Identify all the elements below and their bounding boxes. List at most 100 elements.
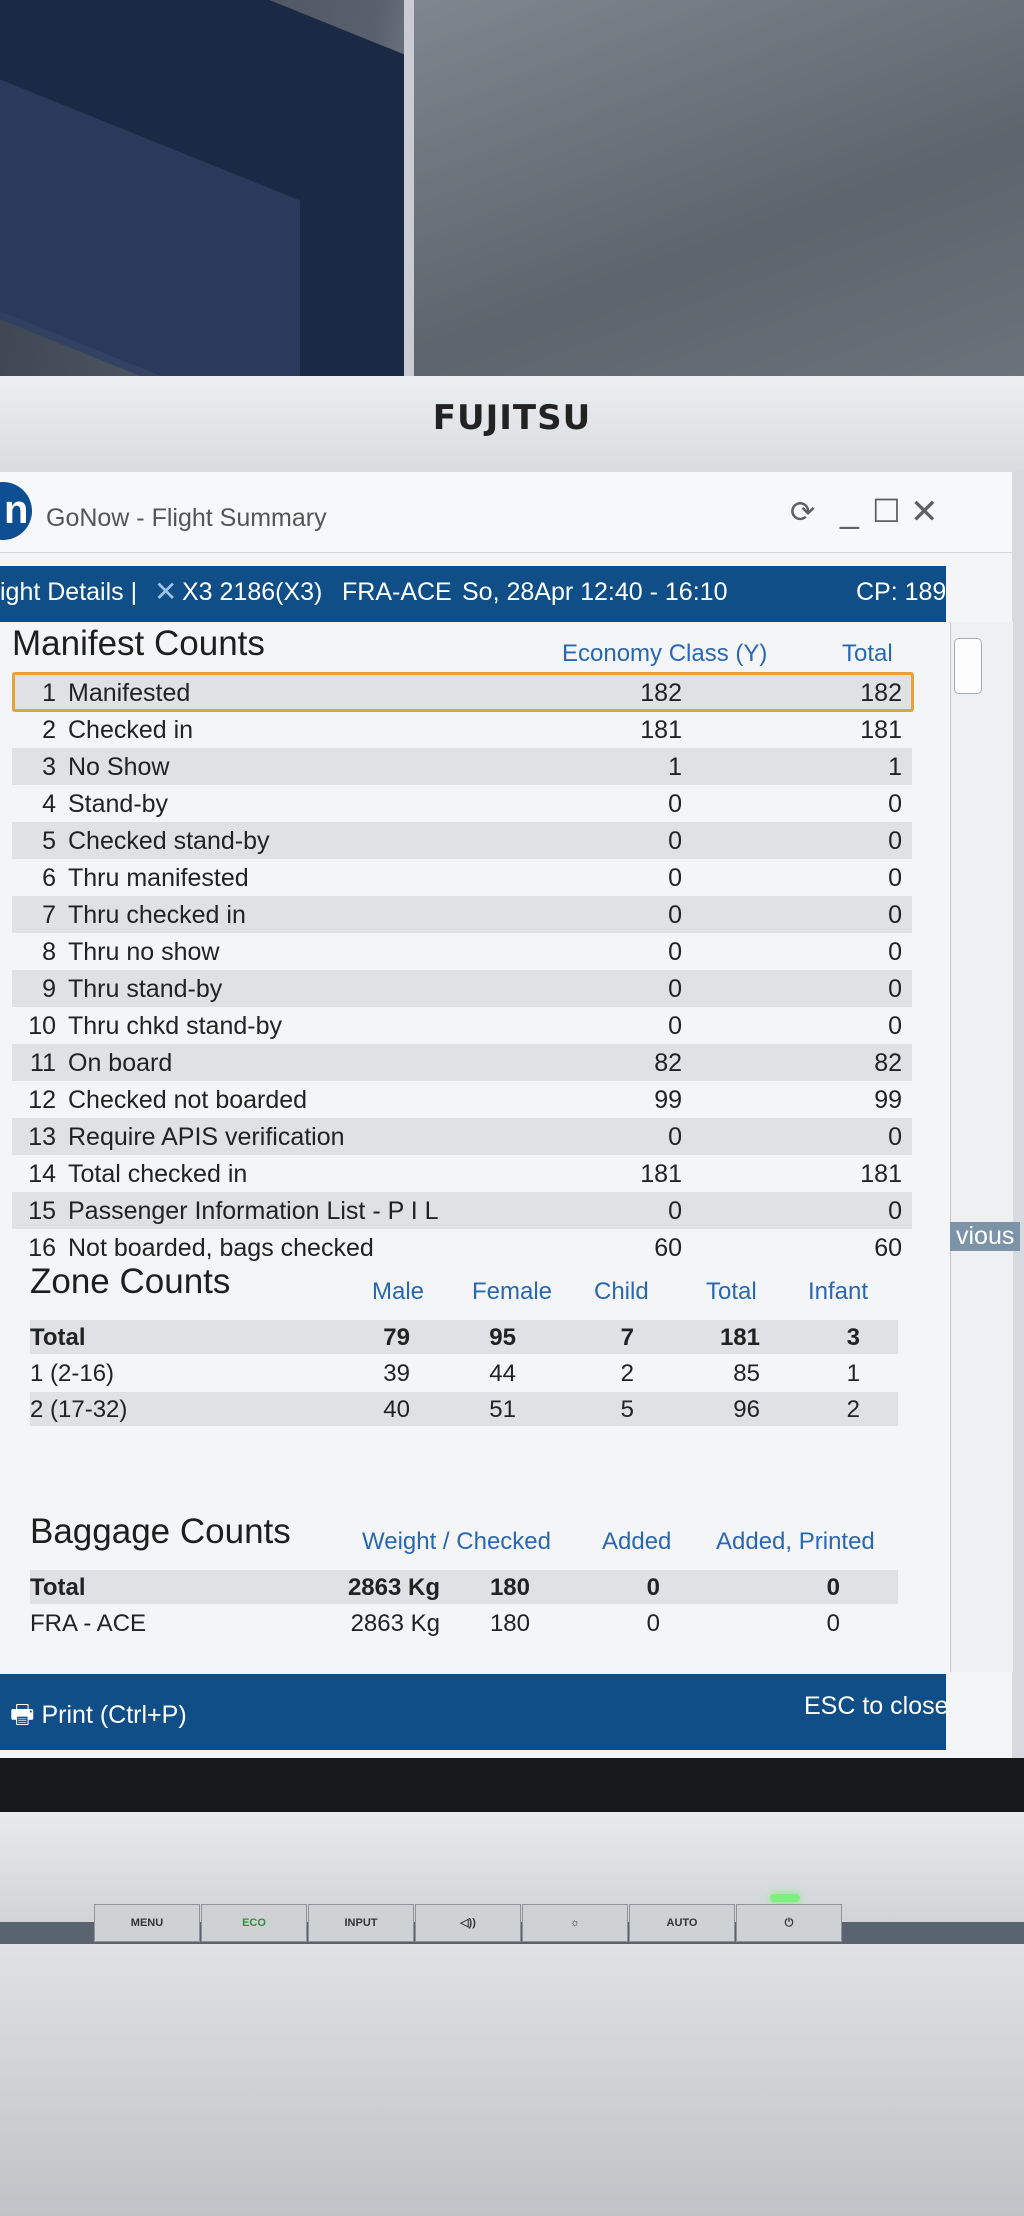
window-title: GoNow - Flight Summary [46, 504, 327, 532]
economy-count: 1 [668, 753, 682, 781]
print-button[interactable]: 🖶 Print (Ctrl+P) [10, 1696, 187, 1740]
male-count: 79 [383, 1324, 410, 1351]
economy-count: 181 [640, 716, 682, 744]
male-count: 40 [383, 1396, 410, 1423]
economy-count: 0 [668, 1197, 682, 1225]
row-number: 15 [28, 1197, 56, 1225]
monitor-button-2[interactable]: INPUT [308, 1904, 414, 1942]
monitor-button-0[interactable]: MENU [94, 1904, 200, 1942]
female-count: 44 [489, 1360, 516, 1387]
zone-counts-title: Zone Counts [30, 1262, 231, 1301]
row-number: 1 [42, 679, 56, 707]
economy-count: 82 [654, 1049, 682, 1077]
baggage-added-printed: 0 [826, 1610, 840, 1637]
row-label: Thru no show [68, 938, 220, 966]
row-number: 16 [28, 1234, 56, 1262]
total-count: 181 [860, 1160, 902, 1188]
manifest-row[interactable]: 6 Thru manifested 0 0 [12, 859, 912, 896]
monitor-button-3[interactable]: ◁)) [415, 1904, 521, 1942]
row-number: 11 [30, 1049, 56, 1077]
zone-label: 1 (2-16) [30, 1360, 115, 1387]
zone-label: Total [30, 1324, 86, 1351]
weight-checked-header: Weight / Checked [362, 1528, 551, 1555]
total-count: 0 [888, 938, 902, 966]
row-label: Thru chkd stand-by [68, 1012, 282, 1040]
monitor-button-1[interactable]: ECO [201, 1904, 307, 1942]
row-label: On board [68, 1049, 173, 1077]
zone-label: 2 (17-32) [30, 1396, 128, 1423]
baggage-row: Total 2863 Kg 180 0 0 [30, 1570, 898, 1604]
manifest-row[interactable]: 9 Thru stand-by 0 0 [12, 970, 912, 1007]
refresh-icon[interactable]: ⟳ [790, 496, 816, 529]
baggage-weight: 2863 Kg [350, 1610, 440, 1637]
zone-male-header: Male [372, 1278, 425, 1305]
close-icon[interactable]: ✕ [910, 493, 939, 531]
brand-logo: FUJITSU [432, 398, 592, 438]
child-count: 2 [620, 1360, 634, 1387]
row-number: 7 [42, 901, 56, 929]
manifest-row[interactable]: 1 Manifested 182 182 [12, 674, 912, 711]
row-number: 14 [28, 1160, 56, 1188]
manifest-row[interactable]: 4 Stand-by 0 0 [12, 785, 912, 822]
esc-close-hint[interactable]: ESC to close [804, 1692, 949, 1720]
monitor-button-5[interactable]: AUTO [629, 1904, 735, 1942]
row-label: Thru manifested [68, 864, 249, 892]
total-count: 0 [888, 901, 902, 929]
zone-total-count: 181 [719, 1324, 760, 1351]
row-label: Checked not boarded [68, 1086, 308, 1114]
row-number: 10 [28, 1012, 56, 1040]
manifest-row[interactable]: 2 Checked in 181 181 [12, 711, 912, 748]
manifest-row[interactable]: 14 Total checked in 181 181 [12, 1155, 912, 1192]
total-count: 1 [888, 753, 902, 781]
child-count: 5 [620, 1396, 634, 1423]
manifest-row[interactable]: 8 Thru no show 0 0 [12, 933, 912, 970]
female-count: 51 [489, 1396, 516, 1423]
selected-row-highlight [12, 672, 914, 712]
added-printed-header: Added, Printed [716, 1528, 875, 1555]
summary-content: Manifest Counts Economy Class (Y) Total … [0, 622, 946, 1672]
maximize-icon[interactable]: ☐ [872, 493, 901, 529]
baggage-added: 0 [646, 1574, 660, 1601]
row-label: Checked in [68, 716, 194, 744]
minimize-icon[interactable]: _ [840, 492, 859, 530]
cp-count: CP: 189 [856, 578, 947, 606]
zone-row: 2 (17-32) 40 51 5 96 2 [30, 1392, 898, 1426]
total-header: Total [842, 640, 893, 667]
desk-surface [0, 1944, 1024, 2216]
total-count: 0 [888, 1123, 902, 1151]
flight-number: X3 2186(X3) [182, 578, 323, 606]
manifest-row[interactable]: 3 No Show 1 1 [12, 748, 912, 785]
monitor-button-4[interactable]: ☼ [522, 1904, 628, 1942]
economy-count: 0 [668, 1123, 682, 1151]
flight-details-tab[interactable]: ight Details | [0, 578, 138, 606]
manifest-row[interactable]: 5 Checked stand-by 0 0 [12, 822, 912, 859]
row-number: 9 [42, 975, 56, 1003]
monitor-button-6[interactable]: ⏻ [736, 1904, 842, 1942]
row-number: 8 [42, 938, 56, 966]
side-panel-tab[interactable] [954, 638, 982, 694]
manifest-row[interactable]: 16 Not boarded, bags checked 60 60 [12, 1229, 912, 1266]
total-count: 82 [874, 1049, 902, 1077]
row-number: 5 [42, 827, 56, 855]
zone-child-header: Child [594, 1278, 649, 1305]
economy-count: 0 [668, 790, 682, 818]
manifest-row[interactable]: 7 Thru checked in 0 0 [12, 896, 912, 933]
glass-wall [410, 0, 1024, 380]
row-label: Thru stand-by [68, 975, 223, 1003]
economy-count: 0 [668, 864, 682, 892]
male-count: 39 [383, 1360, 410, 1387]
row-label: Manifested [68, 679, 191, 707]
window-post [404, 0, 414, 380]
window-controls: ⟳ _ ☐ ✕ [790, 492, 950, 532]
manifest-row[interactable]: 15 Passenger Information List - P I L 0 0 [12, 1192, 912, 1229]
row-number: 12 [28, 1086, 56, 1114]
manifest-row[interactable]: 10 Thru chkd stand-by 0 0 [12, 1007, 912, 1044]
zone-row: Total 79 95 7 181 3 [30, 1320, 898, 1354]
manifest-row[interactable]: 12 Checked not boarded 99 99 [12, 1081, 912, 1118]
printer-icon: 🖶 [10, 1699, 35, 1729]
manifest-row[interactable]: 13 Require APIS verification 0 0 [12, 1118, 912, 1155]
manifest-row[interactable]: 11 On board 82 82 [12, 1044, 912, 1081]
previous-button[interactable]: vious [950, 1222, 1021, 1251]
zone-total-header: Total [706, 1278, 757, 1305]
baggage-added: 0 [646, 1610, 660, 1637]
